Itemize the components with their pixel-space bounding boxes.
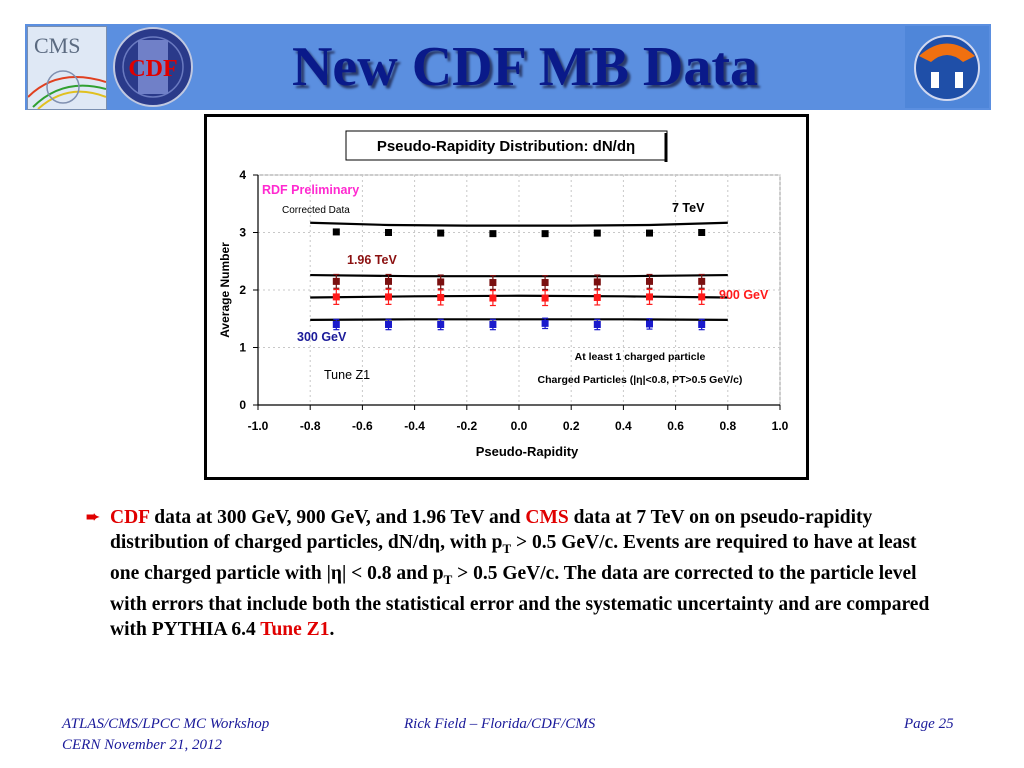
bullet-run-2: CMS (525, 507, 569, 528)
footer-workshop: ATLAS/CMS/LPCC MC Workshop (62, 716, 270, 732)
data-point (385, 277, 392, 285)
data-point (698, 277, 706, 285)
slide-header: CMS CDF New CDF MB Data (25, 24, 991, 110)
series-label: 1.96 TeV (347, 253, 397, 267)
data-point (332, 277, 340, 285)
data-point (385, 321, 392, 328)
series-label: 300 GeV (297, 330, 347, 344)
x-tick-label: 0.6 (667, 419, 684, 433)
bullet-text: CDF data at 300 GeV, 900 GeV, and 1.96 T… (110, 505, 948, 642)
chart-frame: 0 1 2 3 4 -1.0 -0.8 -0.6 -0.4 -0.2 0.0 0.2 0.4 0.6 0.8… (204, 114, 809, 480)
y-tick-label: 0 (239, 398, 246, 412)
data-point (437, 278, 445, 286)
tune-curve-2 (310, 294, 728, 299)
bullet-run-0: CDF (110, 507, 150, 528)
cms-logo-text: CMS (34, 33, 80, 58)
x-tick-label: -0.6 (352, 419, 373, 433)
bullet-run-4: T (502, 540, 512, 556)
data-point (593, 229, 601, 237)
bullet-run-3: data at 7 TeV on on pseudo-rapidity dist… (110, 507, 873, 553)
data-point (541, 279, 549, 287)
data-point (698, 321, 706, 328)
x-tick-label: 0.2 (563, 419, 580, 433)
y-tick-label: 2 (239, 283, 246, 297)
footer-page-number: Page 25 (904, 716, 954, 732)
data-point (646, 293, 653, 301)
data-point (332, 321, 340, 328)
data-point (593, 293, 601, 301)
tune-curve-0 (310, 221, 728, 227)
x-tick-label: -0.2 (456, 419, 477, 433)
footer-date: CERN November 21, 2012 (62, 737, 222, 753)
page-title: New CDF MB Data (291, 36, 759, 98)
data-point (593, 321, 601, 328)
data-point (698, 293, 706, 301)
data-point (489, 279, 497, 287)
data-point (385, 293, 392, 301)
annotation-corrected: Corrected Data (282, 205, 350, 216)
uf-logo-icon (905, 26, 989, 108)
x-tick-label: 0.8 (719, 419, 736, 433)
bullet-run-9: . (329, 618, 335, 640)
y-tick-label: 4 (239, 168, 246, 182)
series-label: 7 TeV (672, 201, 705, 215)
x-tick-label: 0.4 (615, 419, 632, 433)
cms-logo-icon: CMS (27, 26, 107, 110)
data-point (541, 230, 549, 238)
cdf-logo-text: CDF (128, 56, 177, 82)
data-point (646, 229, 653, 237)
data-point (646, 320, 653, 328)
y-axis-label: Average Number (218, 242, 232, 338)
data-point (593, 278, 601, 286)
footer-author: Rick Field – Florida/CDF/CMS (404, 716, 596, 732)
data-point (489, 321, 497, 328)
y-tick-label: 1 (239, 341, 246, 355)
data-point (541, 319, 549, 327)
tune-curve-3 (310, 318, 728, 321)
x-tick-label: 1.0 (772, 419, 789, 433)
bullet-run-5: > 0.5 GeV/c. Events are required to have… (110, 532, 917, 584)
data-point (489, 294, 497, 302)
data-point (437, 293, 445, 301)
annotation-preliminary: RDF Preliminary (262, 183, 359, 197)
data-point (437, 229, 445, 237)
chart-title-box (345, 130, 668, 161)
data-point (541, 294, 549, 302)
x-tick-label: 0.0 (511, 419, 528, 433)
data-point (332, 228, 340, 236)
bullet-run-1: data at 300 GeV, 900 GeV, and 1.96 TeV a… (149, 507, 526, 528)
annotation-selection-2: Charged Particles (|η|<0.8, PT>0.5 GeV/c… (538, 374, 743, 386)
tune-curve-1 (310, 273, 728, 278)
chart-title: Pseudo-Rapidity Distribution: dN/dη (377, 138, 635, 155)
y-tick-label: 3 (239, 226, 246, 240)
x-tick-label: -1.0 (248, 419, 269, 433)
bullet-run-8: Tune Z1 (260, 618, 330, 640)
series-label: 900 GeV (719, 288, 769, 302)
data-point (646, 277, 653, 285)
x-tick-label: -0.8 (300, 419, 321, 433)
bullet-point: ➨ CDF data at 300 GeV, 900 GeV, and 1.96… (86, 505, 948, 642)
x-tick-label: -0.4 (404, 419, 425, 433)
arrow-bullet-icon: ➨ (86, 509, 100, 526)
bullet-run-7: > 0.5 GeV/c. The data are corrected to t… (110, 562, 930, 640)
data-point (437, 321, 445, 328)
data-point (698, 229, 706, 236)
x-axis-label: Pseudo-Rapidity (476, 444, 579, 459)
cdf-logo-icon: CDF (110, 26, 196, 108)
bullet-run-6: T (443, 571, 453, 587)
annotation-tune: Tune Z1 (324, 368, 370, 382)
data-point (385, 229, 392, 236)
annotation-selection-1: At least 1 charged particle (575, 351, 706, 363)
dndeta-chart: 0 1 2 3 4 -1.0 -0.8 -0.6 -0.4 -0.2 0.0 0.2 0.4 0.6 0.8… (218, 130, 789, 459)
data-point (489, 230, 497, 238)
data-point (332, 293, 340, 301)
